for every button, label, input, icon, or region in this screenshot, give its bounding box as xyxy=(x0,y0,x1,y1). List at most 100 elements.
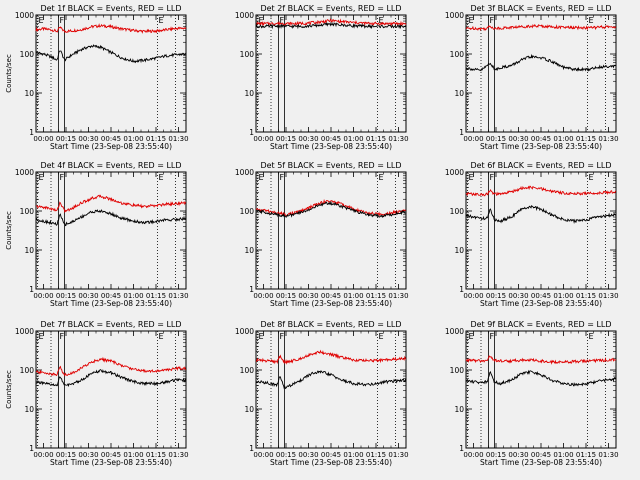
y-tick-label: 100 xyxy=(450,207,465,216)
panel-2: Det 2f BLACK = Events, RED = LLD 1 10 100 10… xyxy=(235,4,409,151)
x-tick-label: 00:00 xyxy=(33,135,53,143)
panel-5: Det 5f BLACK = Events, RED = LLD 1 10 100 10… xyxy=(235,161,409,308)
x-tick-label: 01:00 xyxy=(553,135,573,143)
marker-label: F xyxy=(280,173,285,182)
x-tick-label: 00:00 xyxy=(463,292,483,300)
panel-3: Det 3f BLACK = Events, RED = LLD 1 10 100 10… xyxy=(445,4,619,151)
y-tick-label: 10 xyxy=(454,405,464,414)
x-tick-label: 00:00 xyxy=(463,135,483,143)
x-tick-label: 01:30 xyxy=(598,451,618,459)
x-axis-label: Start Time (23-Sep-08 23:55:40) xyxy=(270,142,392,151)
events-series-line xyxy=(465,53,617,72)
x-tick-label: 00:45 xyxy=(101,135,121,143)
y-tick-label: 1 xyxy=(249,128,254,137)
y-tick-label: 10 xyxy=(24,405,34,414)
x-axis-label: Start Time (23-Sep-08 23:55:40) xyxy=(270,458,392,467)
x-tick-label: 00:30 xyxy=(78,135,98,143)
x-axis-label: Start Time (23-Sep-08 23:55:40) xyxy=(50,458,172,467)
marker-label: E xyxy=(259,332,264,341)
x-tick-label: 00:00 xyxy=(253,135,273,143)
y-tick-label: 1 xyxy=(459,128,464,137)
y-tick-label: 1 xyxy=(29,285,34,294)
marker-label: E xyxy=(589,16,594,25)
x-tick-label: 00:15 xyxy=(276,292,296,300)
x-tick-label: 01:30 xyxy=(598,292,618,300)
panel-4: Det 4f BLACK = Events, RED = LLD 1 10 100 10… xyxy=(5,161,189,308)
y-axis-label: Counts/sec xyxy=(5,211,13,250)
y-tick-label: 10 xyxy=(454,89,464,98)
x-tick-label: 01:15 xyxy=(366,292,386,300)
x-tick-label: 01:15 xyxy=(146,292,166,300)
y-tick-label: 10 xyxy=(244,405,254,414)
events-series-line xyxy=(255,21,407,30)
lld-series-line xyxy=(35,356,186,377)
y-tick-label: 100 xyxy=(20,207,35,216)
x-tick-label: 01:00 xyxy=(123,451,143,459)
x-tick-label: 01:30 xyxy=(168,292,188,300)
x-tick-label: 01:30 xyxy=(598,135,618,143)
events-series-line xyxy=(35,209,187,227)
x-axis-label: Start Time (23-Sep-08 23:55:40) xyxy=(480,458,602,467)
y-tick-label: 10 xyxy=(244,89,254,98)
x-tick-label: 01:15 xyxy=(366,135,386,143)
x-tick-label: 01:30 xyxy=(388,135,408,143)
marker-label: E xyxy=(469,332,474,341)
events-series-line xyxy=(35,369,187,388)
marker-label: E xyxy=(39,173,44,182)
x-tick-label: 00:45 xyxy=(321,135,341,143)
panel-8: Det 8f BLACK = Events, RED = LLD 1 10 100 10… xyxy=(235,320,409,467)
y-tick-label: 1000 xyxy=(235,168,254,177)
x-tick-label: 01:15 xyxy=(146,135,166,143)
marker-label: F xyxy=(60,16,65,25)
y-tick-label: 100 xyxy=(240,366,255,375)
panel-title: Det 5f BLACK = Events, RED = LLD xyxy=(260,161,401,170)
x-tick-label: 01:15 xyxy=(576,135,596,143)
x-tick-label: 01:00 xyxy=(343,451,363,459)
x-axis-label: Start Time (23-Sep-08 23:55:40) xyxy=(50,299,172,308)
x-axis-label: Start Time (23-Sep-08 23:55:40) xyxy=(50,142,172,151)
x-tick-label: 00:15 xyxy=(486,451,506,459)
marker-label: E xyxy=(379,332,384,341)
lld-series-line xyxy=(35,194,187,214)
x-tick-label: 00:15 xyxy=(56,451,76,459)
panel-title: Det 6f BLACK = Events, RED = LLD xyxy=(470,161,611,170)
marker-label: F xyxy=(280,16,285,25)
x-tick-label: 01:00 xyxy=(553,451,573,459)
x-tick-label: 00:30 xyxy=(508,292,528,300)
marker-label: E xyxy=(39,16,44,25)
x-tick-label: 00:45 xyxy=(321,292,341,300)
y-tick-label: 1000 xyxy=(15,327,34,336)
y-tick-label: 1000 xyxy=(445,327,464,336)
x-tick-label: 01:00 xyxy=(123,135,143,143)
x-tick-label: 01:15 xyxy=(366,451,386,459)
marker-label: F xyxy=(490,16,495,25)
marker-label: E xyxy=(589,332,594,341)
x-tick-label: 01:15 xyxy=(576,292,596,300)
marker-label: F xyxy=(280,332,285,341)
y-tick-label: 100 xyxy=(450,366,465,375)
y-tick-label: 1000 xyxy=(15,168,34,177)
x-tick-label: 00:30 xyxy=(298,292,318,300)
lld-series-line xyxy=(256,18,407,27)
y-tick-label: 1 xyxy=(249,444,254,453)
y-tick-label: 1000 xyxy=(235,11,254,20)
x-tick-label: 01:30 xyxy=(168,135,188,143)
y-tick-label: 100 xyxy=(450,50,465,59)
marker-label: F xyxy=(60,332,65,341)
x-tick-label: 00:30 xyxy=(508,451,528,459)
y-tick-label: 100 xyxy=(240,50,255,59)
x-tick-label: 00:30 xyxy=(78,292,98,300)
x-tick-label: 00:30 xyxy=(78,451,98,459)
x-axis-label: Start Time (23-Sep-08 23:55:40) xyxy=(480,299,602,308)
x-tick-label: 01:30 xyxy=(388,292,408,300)
x-tick-label: 00:30 xyxy=(508,135,528,143)
y-tick-label: 10 xyxy=(24,246,34,255)
x-tick-label: 00:30 xyxy=(298,135,318,143)
x-tick-label: 00:15 xyxy=(486,135,506,143)
y-tick-label: 1 xyxy=(29,444,34,453)
marker-label: F xyxy=(490,332,495,341)
x-tick-label: 00:45 xyxy=(531,451,551,459)
x-tick-label: 01:30 xyxy=(388,451,408,459)
x-tick-label: 01:15 xyxy=(576,451,596,459)
panel-title: Det 4f BLACK = Events, RED = LLD xyxy=(40,161,181,170)
